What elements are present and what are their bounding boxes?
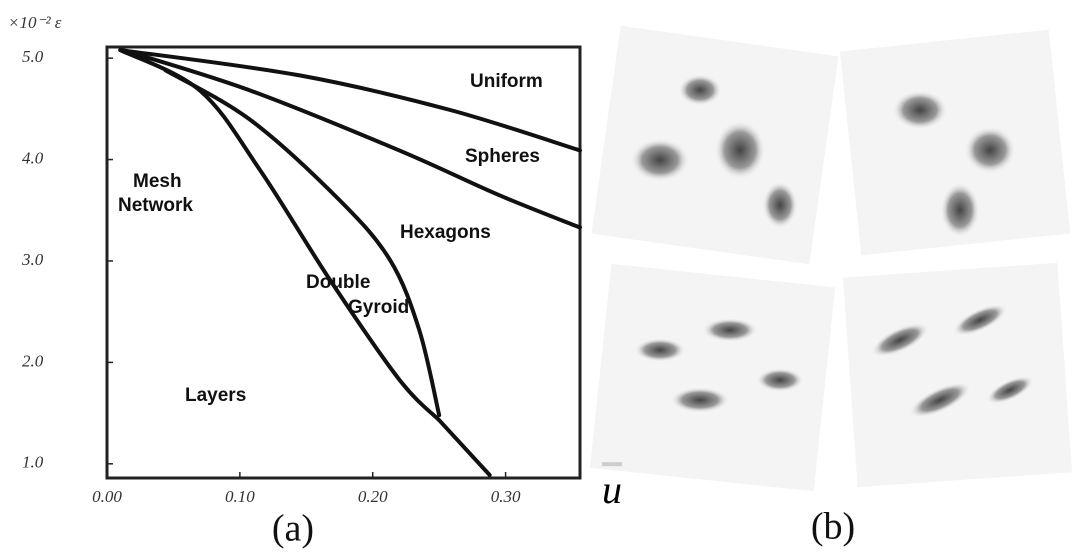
y-exponent-label: ×10⁻² ε [8,13,62,32]
rendered-structures [590,26,1072,492]
y-tick-label: 3.0 [21,250,44,269]
x-tick-label: 0.00 [92,487,122,506]
region-label: Gyroid [348,297,409,318]
region-label: Layers [185,385,246,406]
x-tick-label: 0.20 [358,487,388,506]
region-label: Network [118,195,193,216]
phase-boundary [120,50,580,150]
x-tick-label: 0.30 [491,487,521,506]
region-label: Uniform [470,71,543,92]
y-tick-label: 2.0 [22,351,44,370]
phase-boundary [165,70,439,415]
panel-label: (a) [272,508,314,550]
x-axis-label: u [602,467,622,512]
region-label: Spheres [465,146,540,167]
phase-boundary [120,50,439,420]
phase-boundary [439,420,489,475]
region-label: Hexagons [400,222,491,243]
region-label: Mesh [133,171,182,192]
panel-label: (b) [811,506,855,548]
figure: ×10⁻² ε u (a) (b) Uniform Spheres Mesh N… [0,0,1077,554]
x-tick-label: 0.10 [225,487,255,506]
y-tick-label: 4.0 [22,148,44,167]
y-tick-label: 1.0 [22,453,44,472]
plot-frame [107,47,580,478]
y-tick-label: 5.0 [22,47,44,66]
